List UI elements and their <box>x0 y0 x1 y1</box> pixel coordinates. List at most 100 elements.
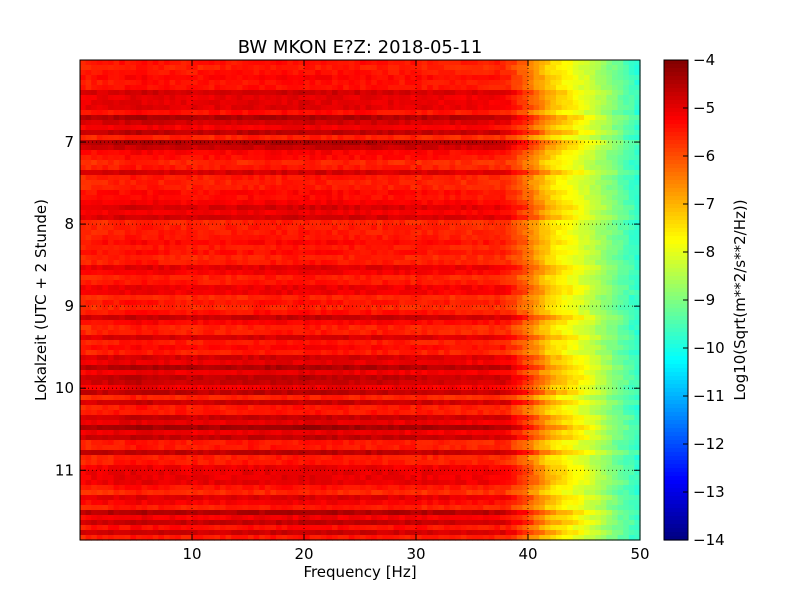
heatmap-cell <box>584 245 591 251</box>
heatmap-cell <box>337 175 344 181</box>
heatmap-cell <box>242 300 249 306</box>
heatmap-cell <box>96 140 103 146</box>
heatmap-cell <box>354 195 361 201</box>
heatmap-cell <box>225 90 232 96</box>
heatmap-cell <box>477 130 484 136</box>
heatmap-cell <box>488 105 495 111</box>
heatmap-cell <box>539 300 546 306</box>
heatmap-cell <box>180 290 187 296</box>
heatmap-cell <box>522 205 529 211</box>
heatmap-cell <box>360 90 367 96</box>
heatmap-cell <box>141 95 148 101</box>
heatmap-cell <box>231 225 238 231</box>
heatmap-cell <box>80 160 87 166</box>
heatmap-cell <box>522 135 529 141</box>
heatmap-cell <box>236 155 243 161</box>
heatmap-cell <box>528 185 535 191</box>
heatmap-cell <box>192 90 199 96</box>
heatmap-cell <box>102 130 109 136</box>
heatmap-cell <box>623 170 630 176</box>
heatmap-cell <box>438 265 445 271</box>
heatmap-cell <box>80 140 87 146</box>
heatmap-cell <box>152 200 159 206</box>
heatmap-cell <box>572 300 579 306</box>
heatmap-cell <box>404 70 411 76</box>
heatmap-cell <box>152 70 159 76</box>
heatmap-cell <box>309 120 316 126</box>
heatmap-cell <box>483 200 490 206</box>
heatmap-cell <box>270 285 277 291</box>
heatmap-cell <box>500 265 507 271</box>
heatmap-cell <box>130 165 137 171</box>
heatmap-cell <box>393 120 400 126</box>
heatmap-cell <box>270 225 277 231</box>
heatmap-cell <box>371 120 378 126</box>
heatmap-cell <box>147 245 154 251</box>
heatmap-cell <box>96 235 103 241</box>
heatmap-cell <box>365 95 372 101</box>
heatmap-cell <box>203 230 210 236</box>
heatmap-cell <box>197 285 204 291</box>
heatmap-cell <box>511 160 518 166</box>
heatmap-cell <box>136 60 143 66</box>
heatmap-cell <box>628 205 635 211</box>
heatmap-cell <box>203 210 210 216</box>
heatmap-cell <box>388 195 395 201</box>
heatmap-cell <box>158 70 165 76</box>
heatmap-cell <box>382 270 389 276</box>
heatmap-cell <box>96 190 103 196</box>
heatmap-cell <box>264 300 271 306</box>
heatmap-cell <box>438 295 445 301</box>
heatmap-cell <box>270 265 277 271</box>
heatmap-cell <box>472 185 479 191</box>
heatmap-cell <box>561 195 568 201</box>
heatmap-cell <box>427 160 434 166</box>
heatmap-cell <box>438 135 445 141</box>
heatmap-cell <box>556 270 563 276</box>
heatmap-cell <box>505 105 512 111</box>
heatmap-cell <box>595 280 602 286</box>
heatmap-cell <box>472 305 479 311</box>
heatmap-cell <box>511 295 518 301</box>
heatmap-cell <box>80 100 87 106</box>
heatmap-cell <box>214 225 221 231</box>
heatmap-cell <box>600 260 607 266</box>
heatmap-cell <box>376 140 383 146</box>
heatmap-cell <box>477 285 484 291</box>
heatmap-cell <box>337 230 344 236</box>
heatmap-cell <box>264 215 271 221</box>
heatmap-cell <box>96 95 103 101</box>
heatmap-cell <box>332 75 339 81</box>
heatmap-cell <box>354 95 361 101</box>
heatmap-cell <box>147 120 154 126</box>
heatmap-cell <box>119 300 126 306</box>
heatmap-cell <box>399 150 406 156</box>
heatmap-cell <box>634 235 641 241</box>
heatmap-cell <box>427 185 434 191</box>
heatmap-cell <box>197 295 204 301</box>
heatmap-cell <box>488 65 495 71</box>
heatmap-cell <box>225 240 232 246</box>
heatmap-cell <box>399 215 406 221</box>
heatmap-cell <box>192 230 199 236</box>
heatmap-cell <box>578 195 585 201</box>
heatmap-cell <box>393 205 400 211</box>
heatmap-cell <box>298 235 305 241</box>
heatmap-cell <box>416 95 423 101</box>
heatmap-cell <box>623 235 630 241</box>
heatmap-cell <box>533 200 540 206</box>
heatmap-cell <box>298 80 305 86</box>
heatmap-cell <box>214 260 221 266</box>
heatmap-cell <box>136 180 143 186</box>
heatmap-cell <box>460 170 467 176</box>
heatmap-cell <box>561 120 568 126</box>
heatmap-cell <box>595 145 602 151</box>
heatmap-cell <box>393 185 400 191</box>
heatmap-cell <box>382 110 389 116</box>
heatmap-cell <box>382 290 389 296</box>
heatmap-cell <box>404 230 411 236</box>
heatmap-cell <box>371 260 378 266</box>
heatmap-cell <box>376 85 383 91</box>
heatmap-cell <box>85 90 92 96</box>
heatmap-cell <box>612 100 619 106</box>
